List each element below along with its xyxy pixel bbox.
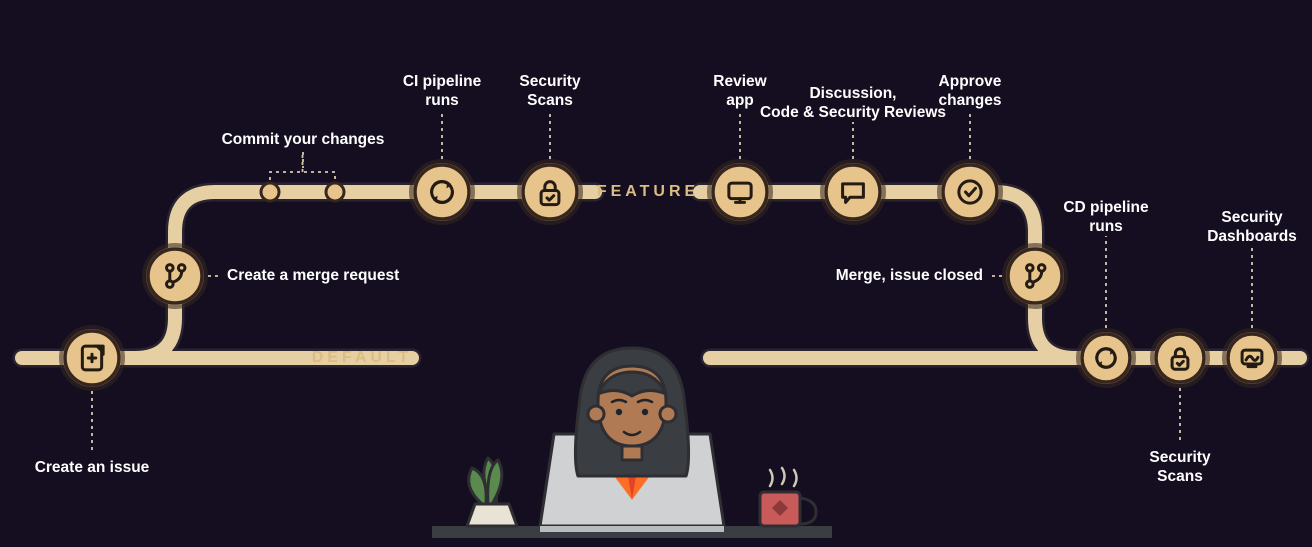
node-merge	[1004, 245, 1066, 307]
node-sec1	[519, 161, 581, 223]
node-ci	[411, 161, 473, 223]
node-create_mr	[144, 245, 206, 307]
node-create_issue	[61, 327, 123, 389]
label-ci: CI pipeline runs	[403, 72, 481, 111]
node-sec2	[1152, 330, 1208, 386]
node-approve	[939, 161, 1001, 223]
node-discuss	[822, 161, 884, 223]
node-cd	[1078, 330, 1134, 386]
label-approve: Approve changes	[939, 72, 1002, 111]
label-review: Review app	[713, 72, 766, 111]
branch-label-default: DEFAULT	[312, 349, 413, 367]
branch-label-feature: FEATURE	[597, 183, 699, 201]
node-dash	[1224, 330, 1280, 386]
label-sec2: Security Scans	[1149, 448, 1210, 487]
label-dash: Security Dashboards	[1207, 208, 1297, 247]
label-create_issue: Create an issue	[35, 458, 150, 477]
label-commit: Commit your changes	[222, 130, 385, 149]
node-review	[709, 161, 771, 223]
label-cd: CD pipeline runs	[1063, 198, 1148, 237]
label-merge: Merge, issue closed	[836, 266, 983, 285]
diagram-svg	[0, 0, 1312, 547]
diagram-stage: Create an issue Create a merge request Com…	[0, 0, 1312, 547]
label-sec1: Security Scans	[519, 72, 580, 111]
label-create_mr: Create a merge request	[227, 266, 399, 285]
label-discuss: Discussion, Code & Security Reviews	[760, 84, 946, 123]
